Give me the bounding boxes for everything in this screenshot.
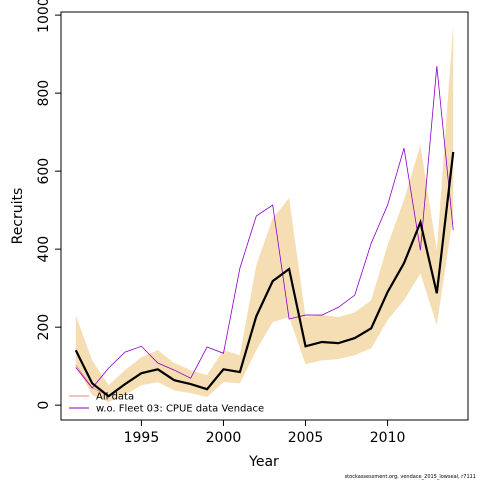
footer: stockassessment.org, vendace_2015_lowsea… (345, 474, 476, 480)
y-tick-label: 800 (36, 80, 52, 107)
x-tick-label: 2010 (370, 430, 406, 446)
x-tick-label: 2005 (288, 430, 324, 446)
legend-label: w.o. Fleet 03: CPUE data Vendace (96, 404, 264, 415)
x-axis-label: Year (248, 454, 279, 470)
main-line (74, 151, 455, 398)
y-tick-label: 0 (36, 401, 52, 410)
y-tick-label: 400 (36, 236, 52, 263)
series-line (75, 66, 454, 389)
y-axis-label: Recruits (10, 188, 26, 245)
y-tick-label: 600 (36, 158, 52, 185)
y-tick-label: 1000 (36, 0, 52, 33)
confidence-band (75, 25, 454, 403)
legend-label: All data (96, 392, 134, 403)
x-tick-label: 2000 (206, 430, 242, 446)
x-tick-label: 1995 (124, 430, 160, 446)
y-tick-label: 200 (36, 314, 52, 341)
plot-frame (60, 11, 469, 421)
